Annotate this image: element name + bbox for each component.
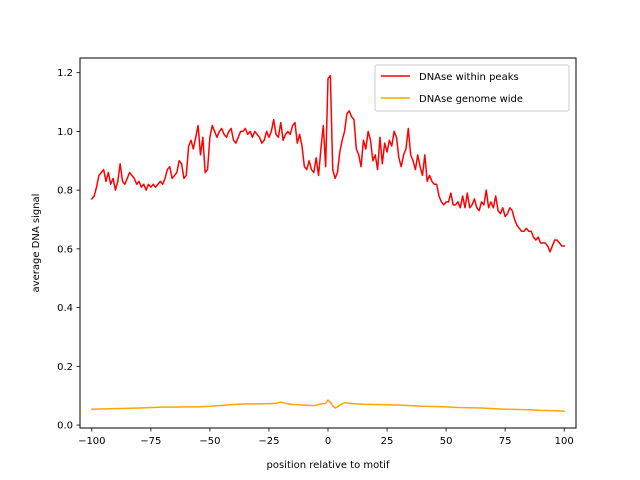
x-tick-label: −25 <box>258 436 279 447</box>
legend-label-within-peaks: DNAse within peaks <box>419 72 519 83</box>
y-tick-label: 0.0 <box>57 421 73 432</box>
legend: DNAse within peaks DNAse genome wide <box>374 64 570 112</box>
y-axis-ticks: 0.0 0.2 0.4 0.6 0.8 1.0 1.2 <box>57 68 80 432</box>
x-axis-label: position relative to motif <box>267 460 390 471</box>
y-tick-label: 0.2 <box>57 362 73 373</box>
y-tick-label: 1.0 <box>57 127 73 138</box>
y-tick-label: 0.6 <box>57 244 73 255</box>
x-tick-label: 0 <box>325 436 331 447</box>
x-tick-label: 100 <box>555 436 574 447</box>
x-tick-label: −100 <box>78 436 105 447</box>
x-tick-label: −75 <box>140 436 161 447</box>
legend-label-genome-wide: DNAse genome wide <box>419 94 523 105</box>
y-tick-label: 0.4 <box>57 303 73 314</box>
x-axis-ticks: −100 −75 −50 −25 0 25 50 75 100 <box>78 428 574 447</box>
legend-box <box>374 64 570 112</box>
y-axis-label: average DNA signal <box>31 194 42 293</box>
y-tick-label: 1.2 <box>57 68 73 79</box>
x-tick-label: 50 <box>440 436 453 447</box>
x-tick-label: 75 <box>499 436 512 447</box>
series-line-within-peaks <box>90 74 565 253</box>
x-tick-label: −50 <box>199 436 220 447</box>
x-tick-label: 25 <box>381 436 394 447</box>
series-line-genome-wide <box>91 399 565 413</box>
series-layer <box>90 74 565 413</box>
y-tick-label: 0.8 <box>57 186 73 197</box>
